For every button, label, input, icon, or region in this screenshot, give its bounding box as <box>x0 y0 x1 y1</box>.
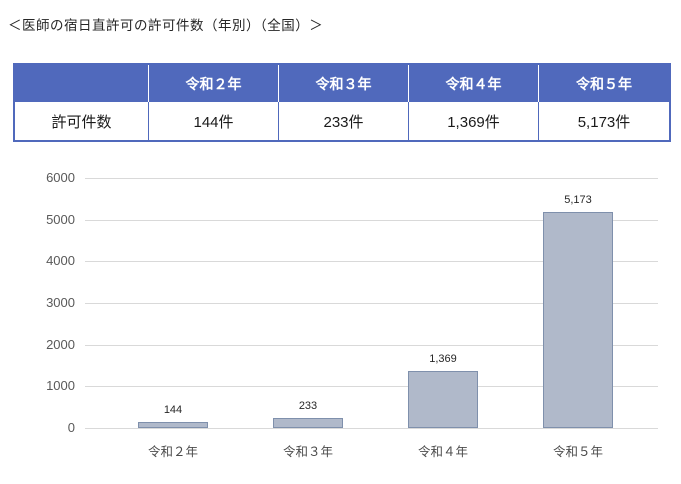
table-header-reiwa2: 令和２年 <box>149 65 279 102</box>
gridline <box>85 428 658 429</box>
x-axis-category-label: 令和２年 <box>147 445 198 459</box>
y-axis-tick-label: 0 <box>67 420 75 435</box>
table-value-reiwa3: 233件 <box>279 102 409 140</box>
gridline <box>85 219 658 221</box>
x-axis-category-label: 令和５年 <box>552 445 603 459</box>
bar-value-label: 5,173 <box>564 194 592 207</box>
bar-3 <box>408 370 478 428</box>
table-header-reiwa4: 令和４年 <box>409 65 539 102</box>
table-header-reiwa5: 令和５年 <box>539 65 669 102</box>
gridline <box>85 303 658 304</box>
bar-2 <box>273 418 343 428</box>
table-value-reiwa4: 1,369件 <box>409 102 539 140</box>
gridline <box>85 178 658 179</box>
page-title: ＜医師の宿日直許可の許可件数（年別）（全国）＞ <box>8 18 324 33</box>
x-axis-category-label: 令和４年 <box>417 445 468 459</box>
gridline <box>85 386 658 388</box>
gridline <box>85 344 658 346</box>
bar-1 <box>138 422 208 428</box>
y-axis-tick-label: 1000 <box>46 378 75 394</box>
permits-table: 令和２年 令和３年 令和４年 令和５年 許可件数 144件 233件 1,369… <box>13 63 671 142</box>
bar-value-label: 144 <box>163 404 183 416</box>
table-header-reiwa3: 令和３年 <box>279 65 409 102</box>
y-axis-tick-label: 3000 <box>46 295 75 310</box>
y-axis-tick-label: 5000 <box>46 211 75 227</box>
table-value-reiwa2: 144件 <box>149 102 279 140</box>
gridline <box>85 261 658 263</box>
bar-value-label: 1,369 <box>429 352 457 365</box>
table-corner-cell <box>15 65 149 102</box>
table-value-reiwa5: 5,173件 <box>539 102 669 140</box>
bar-chart: 0 1000 2000 3000 4000 5000 6000 144 令和２年 233 令和３年 1… <box>0 160 681 475</box>
bar-4 <box>543 212 613 428</box>
x-axis-category-label: 令和３年 <box>282 445 333 459</box>
table-row-label: 許可件数 <box>15 102 149 140</box>
y-axis-tick-label: 4000 <box>46 253 75 269</box>
y-axis-tick-label: 2000 <box>46 336 75 352</box>
y-axis-tick-label: 6000 <box>46 170 75 185</box>
bar-value-label: 233 <box>298 400 318 413</box>
